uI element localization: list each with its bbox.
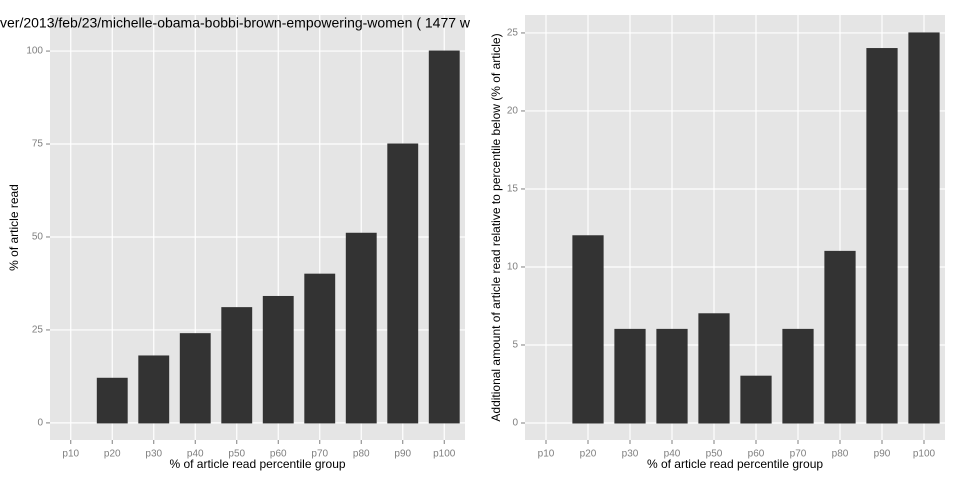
x-tick-label: p10 [538,449,555,460]
x-tick-label: p50 [706,449,723,460]
x-tick-label: p80 [353,449,370,460]
y-tick-label: 75 [32,139,44,150]
bar [656,328,688,424]
x-tick-label: p30 [145,449,162,460]
x-tick-label: p70 [790,449,807,460]
bar [387,143,419,424]
x-tick-label: p20 [580,449,597,460]
x-tick-label: p100 [913,449,936,460]
x-tick-label: p70 [311,449,328,460]
bar [138,355,170,424]
y-tick-label: 0 [512,418,518,429]
y-tick-label: 25 [507,28,519,39]
x-axis-label: % of article read percentile group [169,457,345,471]
chart-title: ver/2013/feb/23/michelle-obama-bobbi-bro… [0,15,471,31]
y-axis-label: Additional amount of article read relati… [489,33,503,421]
x-tick-label: p60 [270,449,287,460]
x-tick-label: p90 [874,449,891,460]
bar [304,273,336,424]
bar [96,377,128,424]
bar [221,307,253,424]
bar [345,232,377,424]
y-tick-label: 10 [507,262,519,273]
bar [824,250,856,424]
bar [428,50,460,424]
bar [866,48,898,424]
x-tick-label: p10 [62,449,79,460]
x-axis-label: % of article read percentile group [647,457,823,471]
y-axis-label: % of article read [7,184,21,271]
x-tick-label: p100 [433,449,456,460]
y-tick-label: 100 [26,46,43,57]
bar [698,313,730,424]
x-tick-label: p40 [664,449,681,460]
y-tick-label: 15 [507,184,519,195]
x-tick-label: p80 [832,449,849,460]
bar [908,32,940,424]
bar [614,328,646,424]
bar [262,295,294,424]
bar [740,375,772,424]
bar [782,328,814,424]
x-tick-label: p20 [104,449,121,460]
y-tick-label: 5 [512,340,518,351]
y-tick-label: 20 [507,106,519,117]
x-tick-label: p30 [622,449,639,460]
bar [572,235,604,424]
x-tick-label: p40 [187,449,204,460]
y-tick-label: 25 [32,325,44,336]
bar [179,333,211,424]
x-tick-label: p60 [748,449,765,460]
x-tick-label: p50 [228,449,245,460]
x-tick-label: p90 [394,449,411,460]
y-tick-label: 0 [37,418,43,429]
y-tick-label: 50 [32,232,44,243]
